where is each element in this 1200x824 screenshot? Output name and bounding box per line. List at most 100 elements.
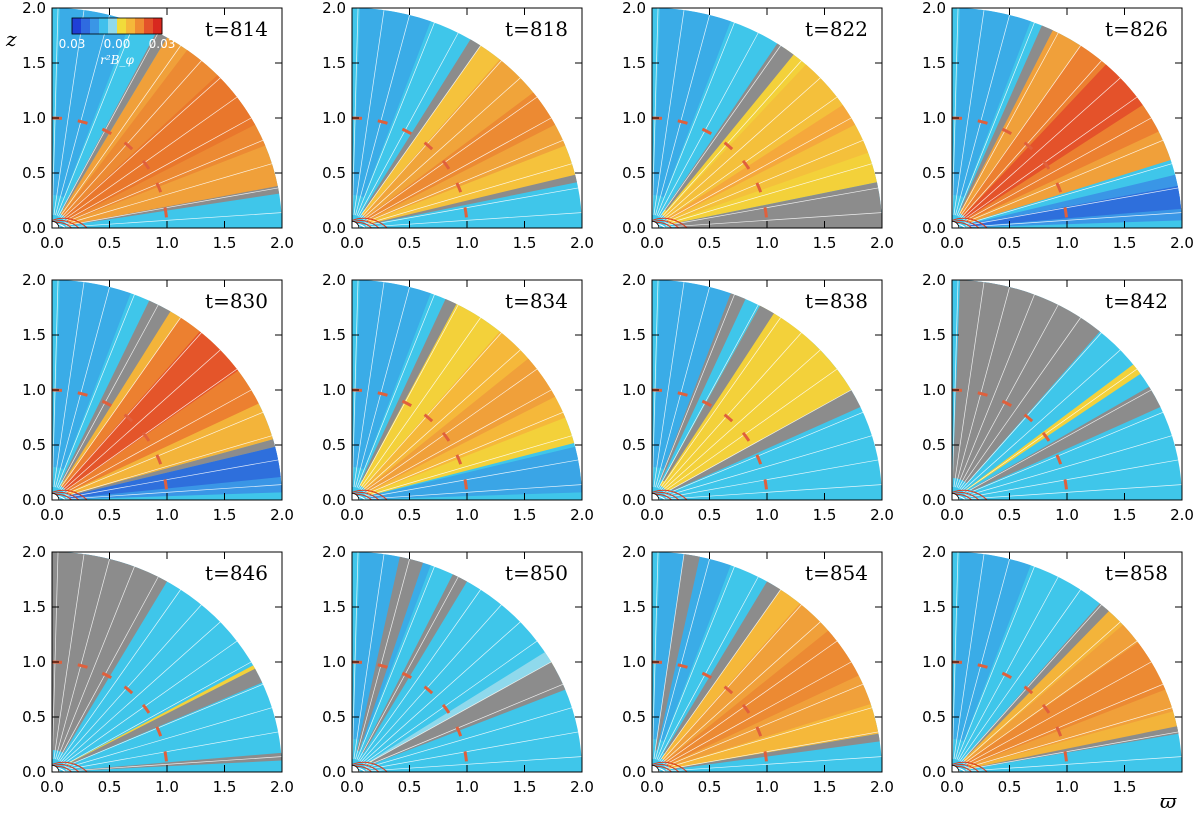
field-line	[964, 411, 1164, 496]
colorbar-swatch	[90, 18, 100, 34]
field-line	[61, 621, 221, 764]
field-line	[362, 96, 538, 221]
field-line	[661, 349, 821, 492]
field-line	[953, 10, 985, 215]
y-tick-label: 0.0	[22, 491, 46, 509]
neutral-band	[362, 574, 467, 753]
y-tick-label: 2.0	[322, 271, 346, 289]
neutral-band	[674, 733, 880, 769]
field-line	[952, 8, 959, 215]
panel-818: 0.00.0 0.5 0.5 1.0 1.0 1.5 1.5 2.0 2.0 t=818	[322, 0, 594, 252]
field-line	[963, 661, 1152, 766]
field-line	[658, 32, 759, 217]
field-line	[365, 459, 579, 498]
field-line	[52, 552, 59, 759]
panel-content	[52, 8, 282, 228]
bphi-sector	[365, 92, 556, 221]
bphi-sector	[365, 358, 556, 493]
y-tick-label: 1.0	[922, 653, 946, 671]
x-tick-label: 2.0	[570, 778, 594, 796]
field-line	[659, 589, 781, 762]
y-tick-label: 0.0	[22, 763, 46, 781]
field-line	[65, 756, 282, 772]
field-line	[53, 282, 85, 487]
field-line	[660, 60, 802, 219]
bphi-sector	[665, 630, 859, 765]
x-tick-label: 1.0	[455, 506, 479, 524]
field-line	[653, 282, 685, 487]
field-line	[364, 139, 564, 224]
field-line	[62, 368, 238, 493]
x-tick-label: 2.0	[1170, 506, 1194, 524]
field-line	[963, 389, 1152, 494]
field-line	[655, 558, 710, 760]
field-line	[364, 411, 564, 496]
x-tick-label: 0.0	[640, 506, 664, 524]
colorbar-tick-label: 0.03	[149, 37, 176, 51]
field-line	[60, 332, 202, 491]
x-tick-label: 0.5	[398, 234, 422, 252]
field-line	[58, 32, 159, 217]
time-label: t=826	[1105, 17, 1168, 41]
x-tick-label: 1.0	[455, 234, 479, 252]
y-tick-label: 1.0	[622, 381, 646, 399]
y-tick-label: 1.5	[922, 326, 946, 344]
neutral-band	[659, 293, 746, 480]
y-tick-label: 0.0	[622, 763, 646, 781]
y-tick-label: 0.5	[922, 164, 946, 182]
x-tick-label: 0.0	[940, 234, 964, 252]
y-tick-label: 1.0	[22, 109, 46, 127]
closed-field-loop	[352, 489, 388, 500]
field-line	[65, 212, 282, 228]
field-line	[965, 707, 1173, 769]
field-line	[962, 368, 1138, 493]
field-line	[961, 621, 1121, 764]
field-line	[962, 640, 1138, 765]
field-line	[360, 60, 502, 219]
y-tick-label: 0.0	[22, 219, 46, 237]
field-line	[663, 661, 852, 766]
closed-field-loop	[652, 489, 688, 500]
field-line	[955, 286, 1010, 488]
x-tick-label: 1.0	[755, 506, 779, 524]
field-line	[63, 389, 252, 494]
field-line	[956, 22, 1035, 216]
field-line	[353, 554, 385, 759]
x-tick-label: 1.0	[1055, 506, 1079, 524]
panel-content	[952, 552, 1182, 772]
colorbar-swatch	[99, 18, 109, 34]
field-line	[962, 96, 1138, 221]
x-tick-label: 2.0	[870, 506, 894, 524]
x-tick-label: 0.0	[640, 234, 664, 252]
y-tick-label: 0.5	[22, 164, 46, 182]
y-tick-label: 2.0	[22, 271, 46, 289]
field-line	[659, 45, 781, 218]
field-line	[58, 576, 159, 761]
closed-field-loop	[52, 489, 88, 500]
x-tick-label: 1.0	[155, 506, 179, 524]
field-line	[65, 707, 273, 769]
field-line	[656, 566, 735, 760]
closed-field-loop	[652, 217, 688, 228]
x-tick-label: 0.5	[98, 506, 122, 524]
bphi-sector	[363, 59, 566, 222]
x-tick-label: 0.0	[940, 778, 964, 796]
y-tick-label: 0.5	[622, 708, 646, 726]
neutral-band	[664, 43, 794, 211]
field-line	[965, 459, 1179, 498]
neutral-band	[361, 299, 457, 481]
field-line	[352, 8, 359, 215]
field-line	[660, 604, 802, 763]
field-line	[953, 554, 985, 759]
field-line	[663, 389, 852, 494]
y-tick-label: 2.0	[22, 543, 46, 561]
field-line	[362, 368, 538, 493]
panel-850: 0.00.0 0.5 0.5 1.0 1.0 1.5 1.5 2.0 2.0 t=850	[322, 543, 594, 796]
x-tick-label: 0.0	[640, 778, 664, 796]
field-line	[363, 661, 552, 766]
negative-polar-region	[653, 280, 731, 469]
neutral-band	[966, 603, 1109, 756]
y-tick-label: 0.0	[622, 219, 646, 237]
x-tick-label: 1.5	[213, 506, 237, 524]
panel-content	[52, 552, 282, 772]
